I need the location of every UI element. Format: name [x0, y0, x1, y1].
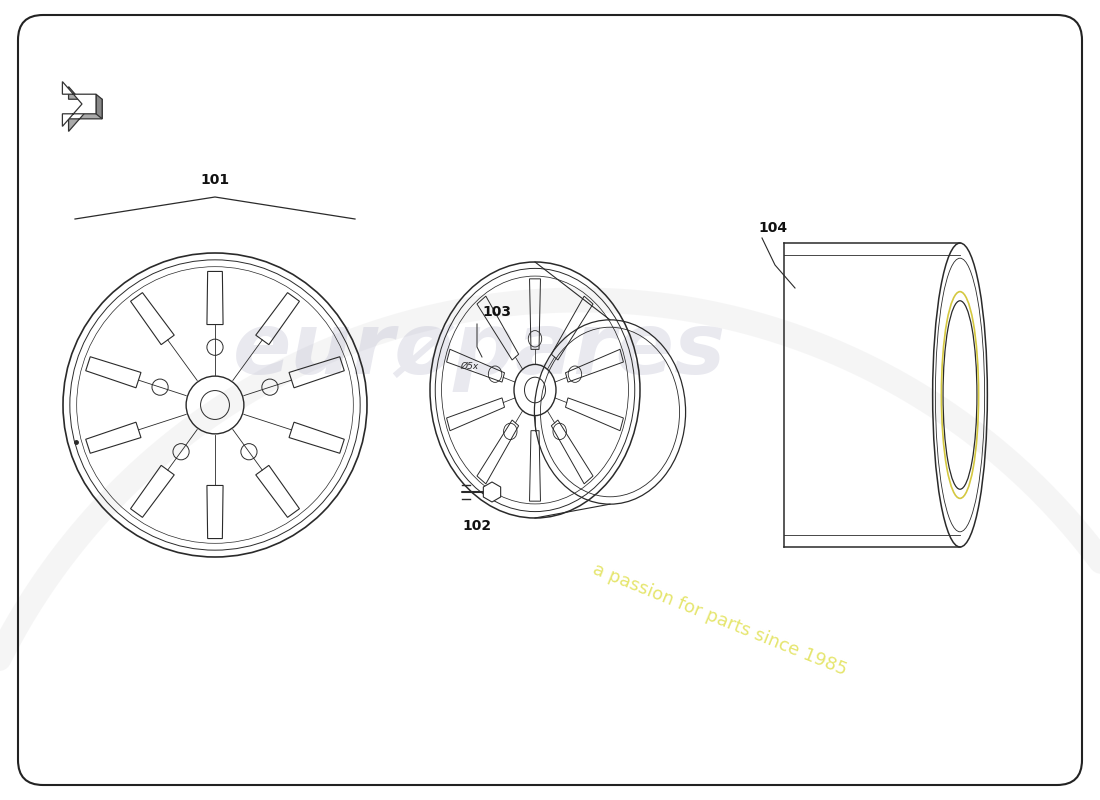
Text: 104: 104	[758, 221, 788, 235]
Text: 102: 102	[462, 519, 492, 533]
Text: eurøpares: eurøpares	[233, 309, 727, 391]
Polygon shape	[63, 82, 96, 126]
Polygon shape	[68, 86, 102, 131]
Text: Ø5x: Ø5x	[460, 362, 478, 371]
Polygon shape	[96, 94, 102, 119]
Text: 101: 101	[200, 173, 230, 187]
Text: a passion for parts since 1985: a passion for parts since 1985	[591, 561, 850, 679]
Text: 103: 103	[482, 305, 512, 319]
